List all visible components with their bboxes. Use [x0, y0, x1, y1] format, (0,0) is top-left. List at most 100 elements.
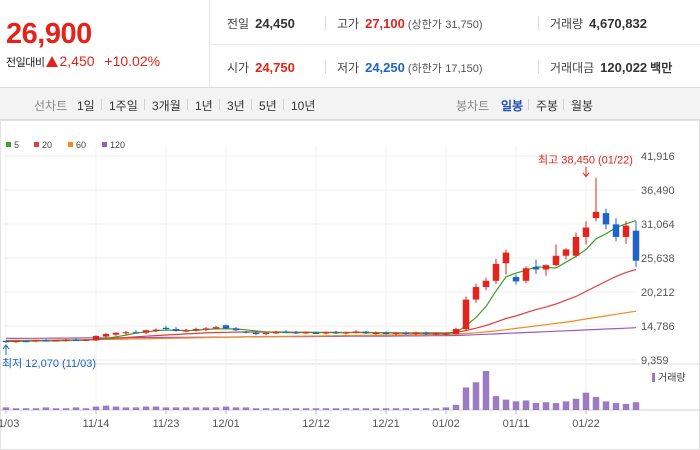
ma20-line — [5, 268, 637, 342]
candle — [2, 340, 10, 344]
volume-bar — [352, 408, 360, 410]
candle — [272, 330, 280, 335]
volume-bar — [322, 408, 330, 410]
candle-daily-button[interactable]: 일봉 — [501, 99, 524, 113]
change-label: 전일대비 — [6, 57, 45, 69]
candle-weekly-button[interactable]: 주봉 — [536, 99, 559, 113]
volume-bar — [462, 387, 470, 410]
candle — [92, 335, 100, 341]
legend-label: 60 — [76, 140, 86, 150]
candle — [502, 249, 510, 275]
low-value: 24,250 — [365, 60, 405, 75]
y-tick-label: 14,786 — [641, 321, 675, 333]
volume-bar — [2, 407, 10, 410]
candle — [532, 259, 540, 274]
x-tick-label: 11/03 — [0, 418, 19, 430]
candle — [122, 330, 130, 335]
candle — [302, 331, 310, 335]
day-high: 고가 27,100 (상한가 31,750) — [337, 15, 483, 32]
candle — [112, 332, 120, 336]
candle — [202, 327, 210, 331]
period-1w-button[interactable]: 1주일 — [109, 99, 138, 113]
legend-swatch — [102, 142, 107, 147]
candle — [612, 218, 620, 242]
volume-bar — [592, 397, 600, 410]
candle — [82, 339, 90, 341]
period-10y-button[interactable]: 10년 — [291, 99, 316, 113]
volume-bar — [62, 408, 70, 410]
period-3m-button[interactable]: 3개월 — [152, 99, 181, 113]
volume-bar — [622, 403, 630, 410]
period-toolbar: 선차트 1일 1주일 3개월 1년 3년 5년 10년 봉차트 일봉 주봉 월봉 — [0, 88, 700, 120]
legend-swatch — [6, 142, 11, 147]
lower-limit-value: 17,150) — [445, 63, 483, 75]
volume-bar — [152, 406, 160, 410]
candle — [162, 325, 170, 330]
volume-bar — [252, 408, 260, 410]
candle — [392, 332, 400, 336]
candle — [582, 221, 590, 245]
candle — [372, 331, 380, 335]
volume-bar — [522, 400, 530, 410]
legend: 5 20 60 120 — [6, 140, 125, 150]
volume-bar — [302, 408, 310, 410]
upper-limit-value: 31,750) — [445, 19, 483, 31]
candle — [562, 248, 570, 260]
candle — [422, 331, 430, 336]
volume-bar — [212, 407, 220, 410]
candlestick-chart: 5 20 60 120 41,916 36,490 31,064 25,638 20,212 1… — [0, 120, 700, 450]
candle — [602, 208, 610, 230]
volume-bar — [232, 407, 240, 410]
candle — [152, 328, 160, 333]
volume-bar — [332, 408, 340, 410]
volume-bar — [602, 401, 610, 410]
legend-item: 20 — [34, 140, 52, 150]
open-value: 24,750 — [255, 60, 295, 75]
x-tick-label: 11/23 — [153, 418, 180, 430]
volume-bar — [532, 403, 540, 410]
ma5-line — [5, 220, 637, 343]
high-annotation: 최고 38,450 (01/22) — [538, 154, 633, 178]
candle-monthly-button[interactable]: 월봉 — [571, 99, 594, 113]
volume-bar — [402, 408, 410, 410]
x-tick-label: 01/22 — [572, 418, 600, 430]
high-value: 27,100 — [365, 16, 405, 31]
low-annotation: 최저 12,070 (11/03) — [2, 344, 96, 370]
candle — [172, 327, 180, 332]
candle — [492, 258, 500, 284]
candle — [352, 330, 360, 334]
volume-bar — [22, 408, 30, 410]
candle — [632, 221, 640, 268]
turnover: 거래대금 120,022 백만 — [550, 59, 672, 76]
volume-bar — [292, 408, 300, 410]
candle — [412, 331, 420, 336]
volume-bar — [382, 408, 390, 410]
volume-bar — [542, 402, 550, 410]
prev-close-label: 전일 — [227, 17, 250, 31]
y-axis: 41,916 36,490 31,064 25,638 20,212 14,786 9,35… — [641, 151, 675, 367]
period-5y-button[interactable]: 5년 — [259, 99, 277, 113]
change-line: 전일대비 2,450 +10.02% — [6, 53, 160, 70]
volume-bar — [412, 408, 420, 410]
period-3y-button[interactable]: 3년 — [227, 99, 245, 113]
volume-bar — [362, 408, 370, 410]
volume: 거래량 4,670,832 — [550, 15, 647, 32]
ma60-line — [6, 310, 637, 341]
volume-bar — [612, 403, 620, 410]
y-tick-label: 36,490 — [641, 185, 675, 197]
candle — [402, 331, 410, 335]
open-label: 시가 — [227, 61, 250, 75]
volume-bar — [572, 398, 580, 410]
volume-bar — [112, 406, 120, 410]
candle — [32, 339, 40, 343]
period-1y-button[interactable]: 1년 — [195, 99, 213, 113]
candle — [592, 177, 600, 222]
volume-bar — [562, 401, 570, 410]
volume-bar — [162, 407, 170, 410]
period-1d-button[interactable]: 1일 — [77, 99, 95, 113]
candle — [222, 324, 230, 330]
candle — [332, 330, 340, 335]
volume-legend-swatch — [652, 373, 655, 382]
candle — [232, 327, 240, 331]
prev-close-value: 24,450 — [255, 16, 295, 31]
